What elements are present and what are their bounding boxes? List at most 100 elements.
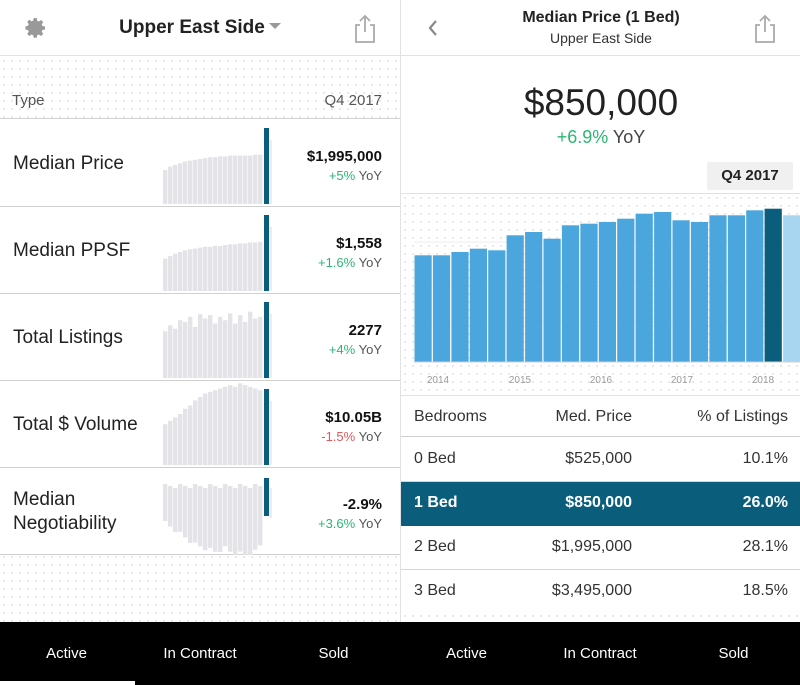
metric-change-value: +3.6%	[317, 516, 356, 531]
sparkline-bar	[238, 243, 243, 291]
metric-change: +3.6% YoY	[318, 516, 382, 531]
sparkline-bar	[203, 158, 208, 204]
sparkline-bar	[248, 155, 253, 204]
metric-label-line: Median	[13, 489, 76, 510]
chart-bar[interactable]	[654, 212, 672, 362]
chart-bar[interactable]	[672, 220, 690, 362]
type-column-label: Type	[12, 92, 45, 109]
tab-active[interactable]: Active	[446, 645, 487, 662]
sparkline-bar	[243, 321, 248, 378]
metric-row[interactable]: Median PPSF $1,558 +1.6% YoY	[0, 207, 400, 294]
period-column-label: Q4 2017	[324, 92, 382, 109]
tab-in-contract[interactable]: In Contract	[563, 645, 637, 662]
sparkline-bar	[188, 488, 193, 543]
tab-sold[interactable]: Sold	[718, 645, 749, 662]
sparkline-bar	[213, 486, 218, 552]
metric-value: $10.05B	[325, 409, 382, 426]
tab-active[interactable]: Active	[46, 645, 87, 662]
sparkline-bar	[258, 486, 263, 546]
sparkline-bar	[173, 328, 178, 378]
gear-icon[interactable]	[24, 16, 48, 40]
sparkline-bar	[233, 155, 238, 204]
chart-bar-selected[interactable]	[764, 208, 782, 362]
sparkline-bar	[258, 241, 263, 291]
metric-change-value: +5%	[328, 168, 356, 183]
metric-label: Total Listings	[13, 327, 123, 348]
chart-bar[interactable]	[783, 215, 800, 362]
bedroom-type: 1 Bed	[414, 494, 458, 511]
chart-bar[interactable]	[561, 225, 580, 362]
tab-sold[interactable]: Sold	[318, 645, 349, 662]
sparkline-bar	[178, 163, 183, 204]
metric-row[interactable]: Median Price $1,995,000 +5% YoY	[0, 120, 400, 207]
sparkline-bar	[198, 158, 203, 204]
median-price-value: $850,000	[523, 82, 679, 123]
bedroom-row[interactable]: 1 Bed $850,000 26.0%	[401, 482, 800, 526]
sparkline-bar	[258, 154, 263, 204]
share-icon[interactable]	[753, 14, 777, 44]
bedroom-median-price: $1,995,000	[551, 538, 632, 555]
chevron-left-icon[interactable]	[427, 19, 439, 37]
sparkline-bar	[238, 315, 243, 378]
bedroom-type: 2 Bed	[414, 538, 456, 555]
sparkline-bar	[248, 386, 253, 465]
tab-in-contract[interactable]: In Contract	[163, 645, 237, 662]
chart-bar[interactable]	[690, 222, 709, 362]
bedroom-row[interactable]: 3 Bed $3,495,000 18.5%	[401, 570, 800, 614]
chart-bar[interactable]	[525, 232, 543, 362]
chart-bar[interactable]	[617, 218, 635, 362]
metric-sparkline	[163, 478, 272, 555]
metric-value: $1,995,000	[306, 148, 382, 165]
sparkline-bar	[198, 314, 203, 378]
bedroom-row[interactable]: 2 Bed $1,995,000 28.1%	[401, 526, 800, 570]
metric-value: -2.9%	[342, 496, 382, 513]
metric-yoy-label: YoY	[358, 168, 382, 183]
chart-bar[interactable]	[469, 248, 487, 362]
chevron-down-icon	[268, 23, 281, 29]
chart-bar[interactable]	[580, 223, 598, 362]
sparkline-bar	[248, 311, 253, 378]
sparkline-current-marker	[264, 215, 269, 291]
chart-bar[interactable]	[543, 238, 561, 362]
sparkline-bar	[193, 159, 198, 204]
period-badge: Q4 2017	[707, 162, 793, 190]
metric-change: +5% YoY	[329, 168, 382, 183]
chart-bar[interactable]	[746, 210, 764, 362]
detail-subtitle: Upper East Side	[550, 30, 652, 46]
metric-label: Median Negotiability	[13, 488, 117, 536]
bedroom-table-header: Bedrooms Med. Price % of Listings	[401, 397, 800, 437]
chart-bar[interactable]	[451, 252, 469, 362]
sparkline-bar	[163, 484, 168, 521]
sparkline-bar	[183, 321, 188, 378]
sparkline-bar	[173, 164, 178, 204]
metric-row[interactable]: Total Listings 2277 +4% YoY	[0, 294, 400, 381]
chart-bar[interactable]	[506, 235, 524, 362]
sparkline-bar	[203, 393, 208, 465]
detail-title: Median Price (1 Bed)	[522, 9, 680, 26]
sparkline-bar	[198, 247, 203, 291]
share-icon[interactable]	[353, 14, 377, 44]
neighborhood-selector[interactable]: Upper East Side	[0, 17, 400, 39]
metric-row[interactable]: Total $ Volume $10.05B -1.5% YoY	[0, 381, 400, 468]
metric-row[interactable]: Median Negotiability -2.9% +3.6% YoY	[0, 468, 400, 555]
metric-change-value: +1.6%	[317, 255, 356, 270]
neighborhood-title: Upper East Side	[119, 17, 265, 38]
chart-bar[interactable]	[414, 255, 432, 362]
metric-sparkline	[163, 383, 272, 465]
sparkline-bar	[213, 323, 218, 378]
chart-bar[interactable]	[488, 250, 506, 362]
sparkline-bar	[188, 316, 193, 378]
chart-bar[interactable]	[709, 215, 727, 362]
sparkline-bar	[218, 388, 223, 465]
chart-bar[interactable]	[727, 215, 745, 362]
sparkline-bar	[243, 486, 248, 555]
sparkline-bar	[178, 414, 183, 465]
chart-bar[interactable]	[635, 213, 653, 362]
chart-bar[interactable]	[432, 255, 451, 362]
sparkline-bar	[253, 388, 258, 465]
bedroom-row[interactable]: 0 Bed $525,000 10.1%	[401, 438, 800, 482]
chart-bar[interactable]	[598, 222, 616, 362]
sparkline-bar	[208, 246, 213, 291]
metric-sparkline	[163, 128, 272, 204]
sparkline-bar	[168, 325, 173, 378]
